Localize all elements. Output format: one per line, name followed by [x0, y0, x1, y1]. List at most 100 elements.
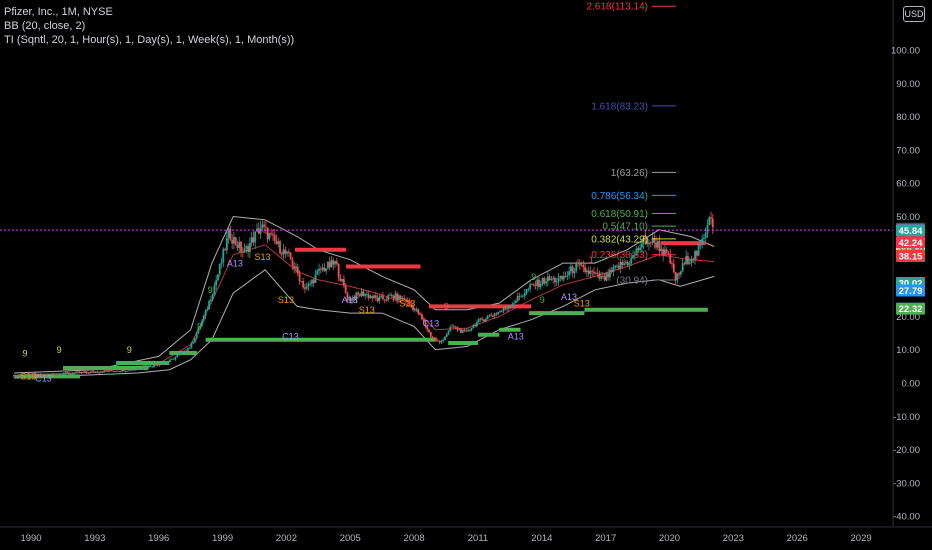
candle-body: [468, 330, 471, 332]
candle-body: [286, 251, 289, 254]
candle-body: [298, 273, 301, 282]
candle-body: [243, 248, 246, 253]
candle-body: [272, 233, 274, 235]
candle-body: [649, 242, 652, 244]
candle-body: [75, 371, 77, 373]
y-tick-label: 80.00: [896, 112, 920, 123]
candle-body: [314, 274, 317, 284]
candle-body: [530, 284, 533, 285]
price-tag-label: 38.15: [899, 251, 923, 262]
candle-body: [346, 292, 349, 301]
candle-body: [282, 249, 285, 255]
candle-body: [76, 371, 79, 373]
legend-ti-indicator[interactable]: TI (Sqntl, 20, 1, Hour(s), 1, Day(s), 1,…: [4, 34, 295, 46]
y-tick-label: 50.00: [896, 212, 920, 223]
candle-body: [66, 372, 69, 374]
candle-body: [131, 369, 134, 371]
candle-body: [303, 287, 306, 289]
candle-body: [112, 370, 115, 372]
candle-body: [84, 371, 86, 373]
legend-symbol-title[interactable]: Pfizer, Inc., 1M, NYSE: [4, 6, 113, 18]
candle-body: [452, 326, 455, 328]
candle-body: [516, 295, 519, 302]
candle-body: [250, 237, 253, 243]
candle-body: [472, 324, 475, 328]
candle-body: [474, 324, 477, 327]
candle-body: [82, 371, 85, 373]
candle-body: [591, 270, 594, 272]
candle-body: [174, 357, 177, 360]
candle-body: [601, 276, 604, 277]
candle-body: [85, 371, 88, 373]
candle-body: [37, 374, 40, 376]
candle-body: [385, 299, 388, 301]
candle-body: [546, 276, 549, 282]
price-tag[interactable]: 27.79: [896, 284, 925, 297]
candle-body: [209, 299, 212, 302]
candle-body: [491, 315, 494, 317]
price-tag[interactable]: 45.84: [896, 224, 925, 237]
candle-body: [550, 279, 553, 281]
legend-bb-indicator[interactable]: BB (20, close, 2): [4, 20, 86, 32]
candle-body: [490, 315, 493, 317]
candle-body: [328, 261, 331, 268]
candle-body: [704, 233, 707, 238]
sequential-marker: 9: [444, 302, 449, 312]
price-tag[interactable]: 22.32: [896, 302, 925, 316]
candle-body: [433, 337, 436, 339]
candle-body: [389, 294, 391, 296]
currency-button[interactable]: USD: [903, 6, 925, 22]
price-tag-bg: [896, 249, 925, 262]
candle-body: [14, 375, 17, 378]
candle-body: [366, 294, 368, 296]
candle-body: [348, 298, 351, 301]
candle-body: [295, 266, 297, 269]
candle-body: [350, 298, 352, 301]
candle-body: [541, 278, 544, 284]
candle-body: [621, 261, 624, 265]
candle-body: [589, 270, 592, 274]
candle-body: [706, 225, 709, 234]
candle-body: [376, 297, 379, 302]
candle-body: [358, 294, 361, 296]
candle-body: [100, 372, 102, 373]
price-tag[interactable]: 42.24: [896, 236, 925, 249]
candle-body: [435, 338, 438, 341]
candle-body: [139, 368, 141, 370]
x-tick-label: 2011: [468, 533, 488, 544]
candle-body: [355, 292, 358, 300]
candle-body: [614, 265, 617, 268]
candle-body: [154, 364, 157, 366]
candle-body: [257, 228, 260, 234]
candle-body: [245, 246, 248, 249]
y-tick-label: 60.00: [896, 179, 920, 190]
candle-body: [311, 279, 313, 284]
sequential-marker: 9: [208, 285, 213, 295]
candle-body: [50, 373, 53, 375]
candle-body: [202, 315, 205, 321]
candle-body: [561, 275, 563, 280]
candle-body: [128, 369, 131, 371]
candle-body: [149, 365, 152, 367]
candle-body: [114, 371, 116, 372]
price-tag-label: 30.02: [899, 279, 923, 290]
candle-body: [557, 277, 560, 282]
price-tag[interactable]: 38.15: [896, 249, 925, 263]
candle-body: [151, 366, 154, 368]
candle-body: [681, 263, 684, 272]
candle-body: [45, 374, 47, 376]
sequential-marker: A13: [227, 258, 243, 268]
fib-level-label: 1.618(83.23): [591, 101, 648, 112]
candle-body: [484, 319, 487, 322]
candle-body: [41, 373, 44, 376]
candle-body: [312, 279, 315, 284]
candle-body: [619, 261, 622, 269]
candle-body: [598, 273, 601, 279]
candle-body: [144, 366, 147, 369]
candle-body: [39, 373, 42, 376]
candle-body: [32, 374, 35, 377]
y-tick-label: 90.00: [896, 79, 920, 90]
candle-body: [628, 263, 631, 265]
price-tag-bg: [896, 236, 925, 249]
